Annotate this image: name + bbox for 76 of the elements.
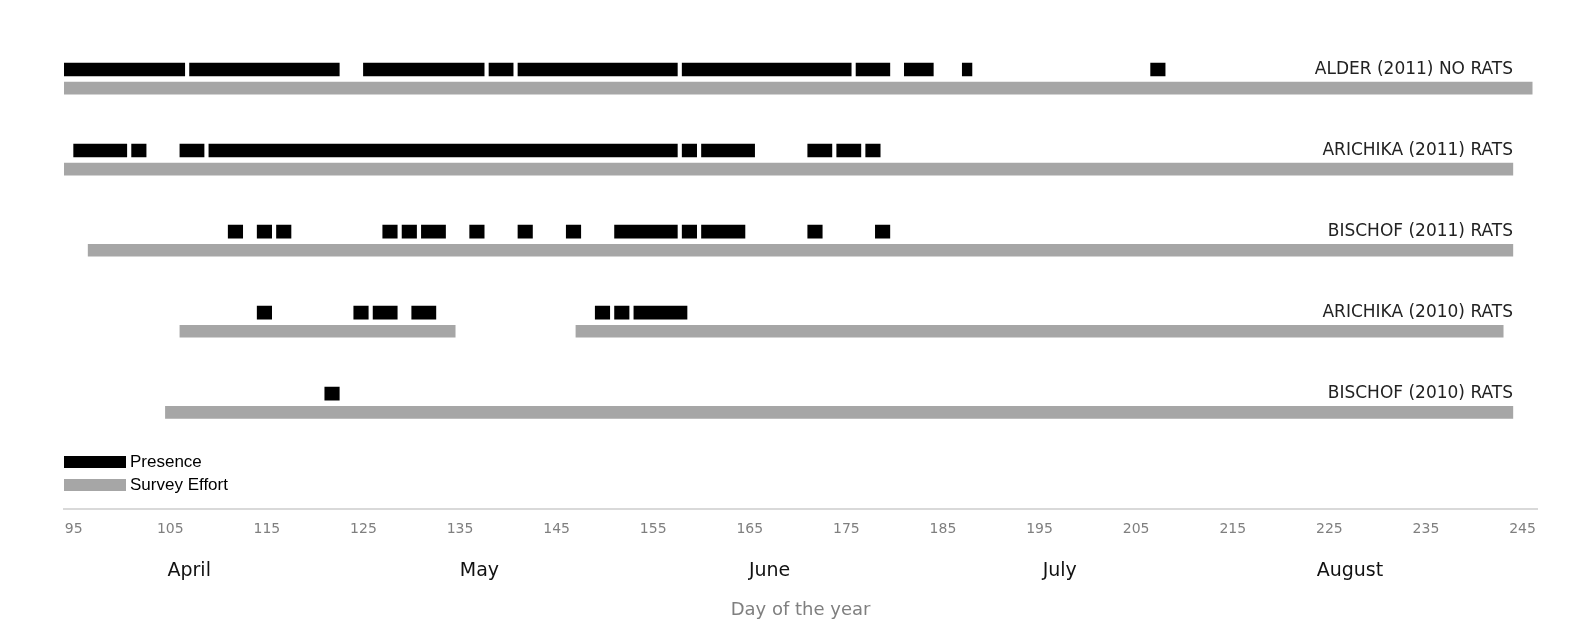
bar	[189, 62, 340, 77]
bar	[836, 143, 862, 158]
x-axis-title: Day of the year	[730, 597, 871, 619]
bar	[353, 305, 369, 320]
x-tick-label: 95	[64, 519, 83, 536]
x-tick-label: 245	[1509, 519, 1536, 536]
bar	[401, 224, 417, 239]
bar	[64, 81, 1533, 95]
text: May	[459, 557, 500, 580]
bar	[372, 305, 398, 320]
bar	[681, 62, 852, 77]
bar	[517, 224, 533, 239]
bar	[904, 62, 934, 77]
bar	[324, 386, 340, 401]
x-tick-label: 165	[736, 519, 764, 536]
y-tick-label: ALDER (2011) NO RATS	[1314, 57, 1513, 78]
bar	[614, 224, 678, 239]
legend-label: Presence	[130, 452, 202, 473]
x-tick-label: 155	[639, 519, 667, 536]
bar	[614, 305, 630, 320]
text: August	[1316, 557, 1384, 580]
bar	[64, 62, 186, 77]
x-tick-label: 175	[833, 519, 860, 536]
bar	[807, 224, 823, 239]
bar	[73, 143, 128, 158]
bar	[961, 62, 973, 77]
bar	[875, 224, 891, 239]
y-tick-label: BISCHOF (2011) RATS	[1327, 219, 1513, 240]
bar	[165, 405, 1514, 419]
bar	[469, 224, 485, 239]
bar	[681, 224, 697, 239]
x-tick-label: 145	[543, 519, 570, 536]
x-tick-label: 225	[1315, 519, 1343, 536]
bar	[256, 224, 272, 239]
text: July	[1041, 557, 1077, 580]
bar	[701, 143, 755, 158]
bar	[208, 143, 678, 158]
x-tick-label: 205	[1122, 519, 1150, 536]
text: June	[747, 557, 791, 580]
bar	[565, 224, 582, 239]
bar	[594, 305, 611, 320]
bar	[382, 224, 398, 239]
x-tick-label: 215	[1219, 519, 1247, 536]
x-tick-label: 235	[1412, 519, 1440, 536]
x-tick-label: 125	[350, 519, 377, 536]
bar	[256, 305, 272, 320]
x-tick-label: 185	[929, 519, 957, 536]
bar	[411, 305, 437, 320]
bar	[87, 243, 1514, 257]
y-tick-label: ARICHIKA (2011) RATS	[1322, 138, 1513, 159]
legend-label: Survey Effort	[130, 475, 228, 496]
bar	[681, 143, 697, 158]
bar	[1150, 62, 1166, 77]
bar	[421, 224, 446, 239]
bar	[517, 62, 678, 77]
bar	[276, 224, 292, 239]
x-tick-label: 135	[446, 519, 474, 536]
x-tick-label: 195	[1026, 519, 1053, 536]
bar	[807, 143, 833, 158]
bar	[701, 224, 746, 239]
bar	[363, 62, 485, 77]
bar	[865, 143, 881, 158]
bar	[575, 324, 1504, 338]
bar	[488, 62, 514, 77]
bar	[179, 324, 456, 338]
y-tick-label: ARICHIKA (2010) RATS	[1322, 301, 1513, 322]
bar	[179, 143, 205, 158]
text: April	[167, 557, 211, 580]
bar	[227, 224, 244, 239]
x-tick-label: 115	[253, 519, 281, 536]
bar	[855, 62, 891, 77]
bar	[633, 305, 688, 320]
bar	[131, 143, 147, 158]
x-tick-label: 105	[156, 519, 184, 536]
bar	[64, 162, 1514, 176]
y-tick-label: BISCHOF (2010) RATS	[1327, 382, 1513, 403]
